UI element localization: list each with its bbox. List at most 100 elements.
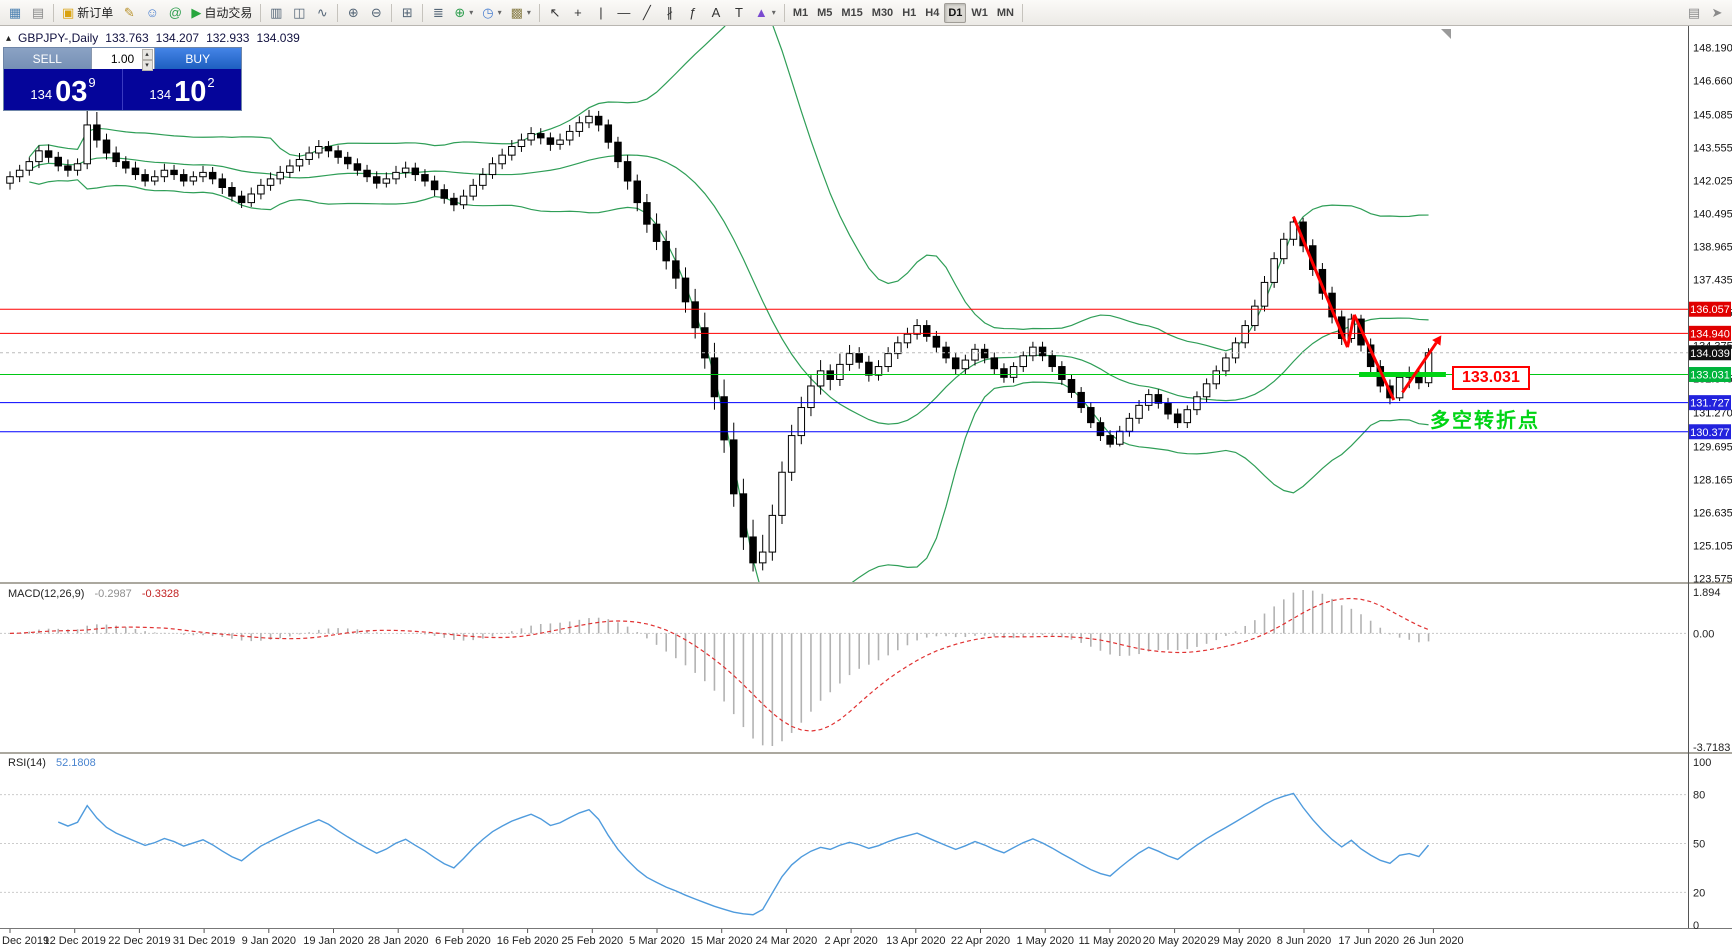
profiles-icon[interactable]: ▤ [27,3,49,23]
text-icon[interactable]: A [705,3,727,23]
horizontal-line-icon[interactable]: — [613,3,635,23]
trend-line[interactable] [1292,216,1349,348]
candle [208,167,217,185]
bid-prefix: 134 [30,87,53,102]
toolbar-button-label: 自动交易 [204,6,253,20]
volume-input[interactable] [102,51,143,66]
date-label: 22 Dec 2019 [108,935,170,947]
trend-line[interactable] [1401,341,1438,394]
candle [836,353,844,386]
candle [1067,374,1076,398]
candle [324,141,333,158]
fibonacci-icon[interactable]: ƒ [682,3,704,23]
arrows-icon[interactable]: ▲ ▾ [751,3,780,23]
ask-price[interactable]: 134 10 2 [123,69,241,110]
candle [392,165,400,185]
price-axis-label: 126.635 [1693,507,1732,519]
candle [1251,299,1259,331]
timeframe-h1[interactable]: H1 [902,6,917,19]
metaeditor-icon[interactable]: ✎ [118,3,140,23]
indicator-axis-label: 100 [1693,757,1711,769]
timeframe-m1[interactable]: M1 [792,6,809,19]
trend-line[interactable] [1352,314,1396,401]
timeframe-m5[interactable]: M5 [817,6,833,19]
horizontal-line-icon: — [617,5,631,20]
autotrading-button[interactable]: ▶ 自动交易 [187,3,256,23]
bid-pip-digit: 9 [88,75,96,90]
chart-title-bar: ▴ GBPJPY-,Daily 133.763 134.207 132.933 … [6,31,300,45]
candle [25,157,34,176]
crosshair-icon[interactable]: + [567,3,589,23]
text-icon: A [711,5,721,20]
text-label-icon[interactable]: T [728,3,750,23]
candle [64,159,72,177]
candle [710,342,719,410]
candle [1038,341,1047,362]
close-value: 134.039 [256,31,300,45]
print-preview-icon[interactable]: ▤ [1683,3,1705,23]
candle [537,128,545,145]
buy-button[interactable]: BUY [154,48,241,69]
grab-tool-icon[interactable]: ➤ [1706,3,1728,23]
new-order-button[interactable]: ▣ 新订单 [58,3,117,23]
line-chart-icon[interactable]: ∿ [311,3,333,23]
new-order-icon: ▣ [62,5,75,20]
strategy-tester-icon: @ [168,5,182,20]
toolbar-separator [1021,3,1023,22]
candle [643,193,651,233]
bid-ask-divider [122,69,123,110]
volume-down-button[interactable]: ▾ [141,60,153,71]
candle [971,343,979,366]
zoom-out-icon[interactable]: ⊖ [365,3,387,23]
candle [1048,350,1056,372]
autotrading-icon: ▶ [191,5,202,20]
one-click-collapse-button[interactable]: ▴ [6,32,12,44]
timeframe-d1[interactable]: D1 [944,2,967,23]
volume-stepper: ▴ ▾ [141,49,153,71]
tile-windows-icon: ⊞ [401,5,413,20]
bar-chart-icon[interactable]: ▥ [265,3,287,23]
candle [334,145,342,164]
bid-price[interactable]: 134 03 9 [4,69,122,110]
turning-point-note[interactable]: 多空转折点 [1430,410,1540,432]
zoom-in-icon: ⊕ [347,5,359,20]
price-axis-label: 138.965 [1693,242,1732,254]
cursor-icon[interactable]: ↖ [544,3,566,23]
vertical-line-icon[interactable]: | [590,3,612,23]
candle [382,172,391,188]
open-value: 133.763 [105,31,149,45]
date-label: Dec 2019 [2,935,49,947]
sell-button[interactable]: SELL [4,48,91,69]
templates-button[interactable]: ▩ ▾ [507,3,535,23]
zoom-in-icon[interactable]: ⊕ [342,3,364,23]
timeframe-w1[interactable]: W1 [971,6,988,19]
price-axis-label: 145.085 [1693,109,1732,121]
periods-button[interactable]: ◷ ▾ [478,3,505,23]
price-level-callout[interactable]: 133.031 [1452,366,1530,390]
strategy-tester-icon[interactable]: @ [164,3,186,23]
market-watch-icon: ☺ [145,5,159,20]
candle [1087,402,1095,429]
chart-shift-marker[interactable] [1441,29,1451,39]
indicators-list-icon[interactable]: ≣ [427,3,449,23]
market-watch-icon[interactable]: ☺ [141,3,163,23]
channel-icon[interactable]: ∦ [659,3,681,23]
new-chart-icon[interactable]: ▦ [4,3,26,23]
add-indicator-button[interactable]: ⊕ ▾ [450,3,477,23]
price-axis-label: 140.495 [1693,208,1732,220]
trendline-icon[interactable]: ╱ [636,3,658,23]
toolbar-separator [337,3,339,22]
tile-windows-icon[interactable]: ⊞ [396,3,418,23]
candlestick-chart-icon[interactable]: ◫ [288,3,310,23]
timeframe-m15[interactable]: M15 [841,6,863,19]
candle [1193,391,1201,416]
date-label: 16 Feb 2020 [497,935,559,947]
timeframe-h4[interactable]: H4 [925,6,940,19]
trend-line[interactable] [1346,314,1356,348]
candle [488,157,497,179]
timeframe-m30[interactable]: M30 [871,6,894,19]
timeframe-mn[interactable]: MN [996,6,1014,19]
volume-up-button[interactable]: ▴ [141,49,153,60]
main-price-panel[interactable] [0,1,1688,628]
